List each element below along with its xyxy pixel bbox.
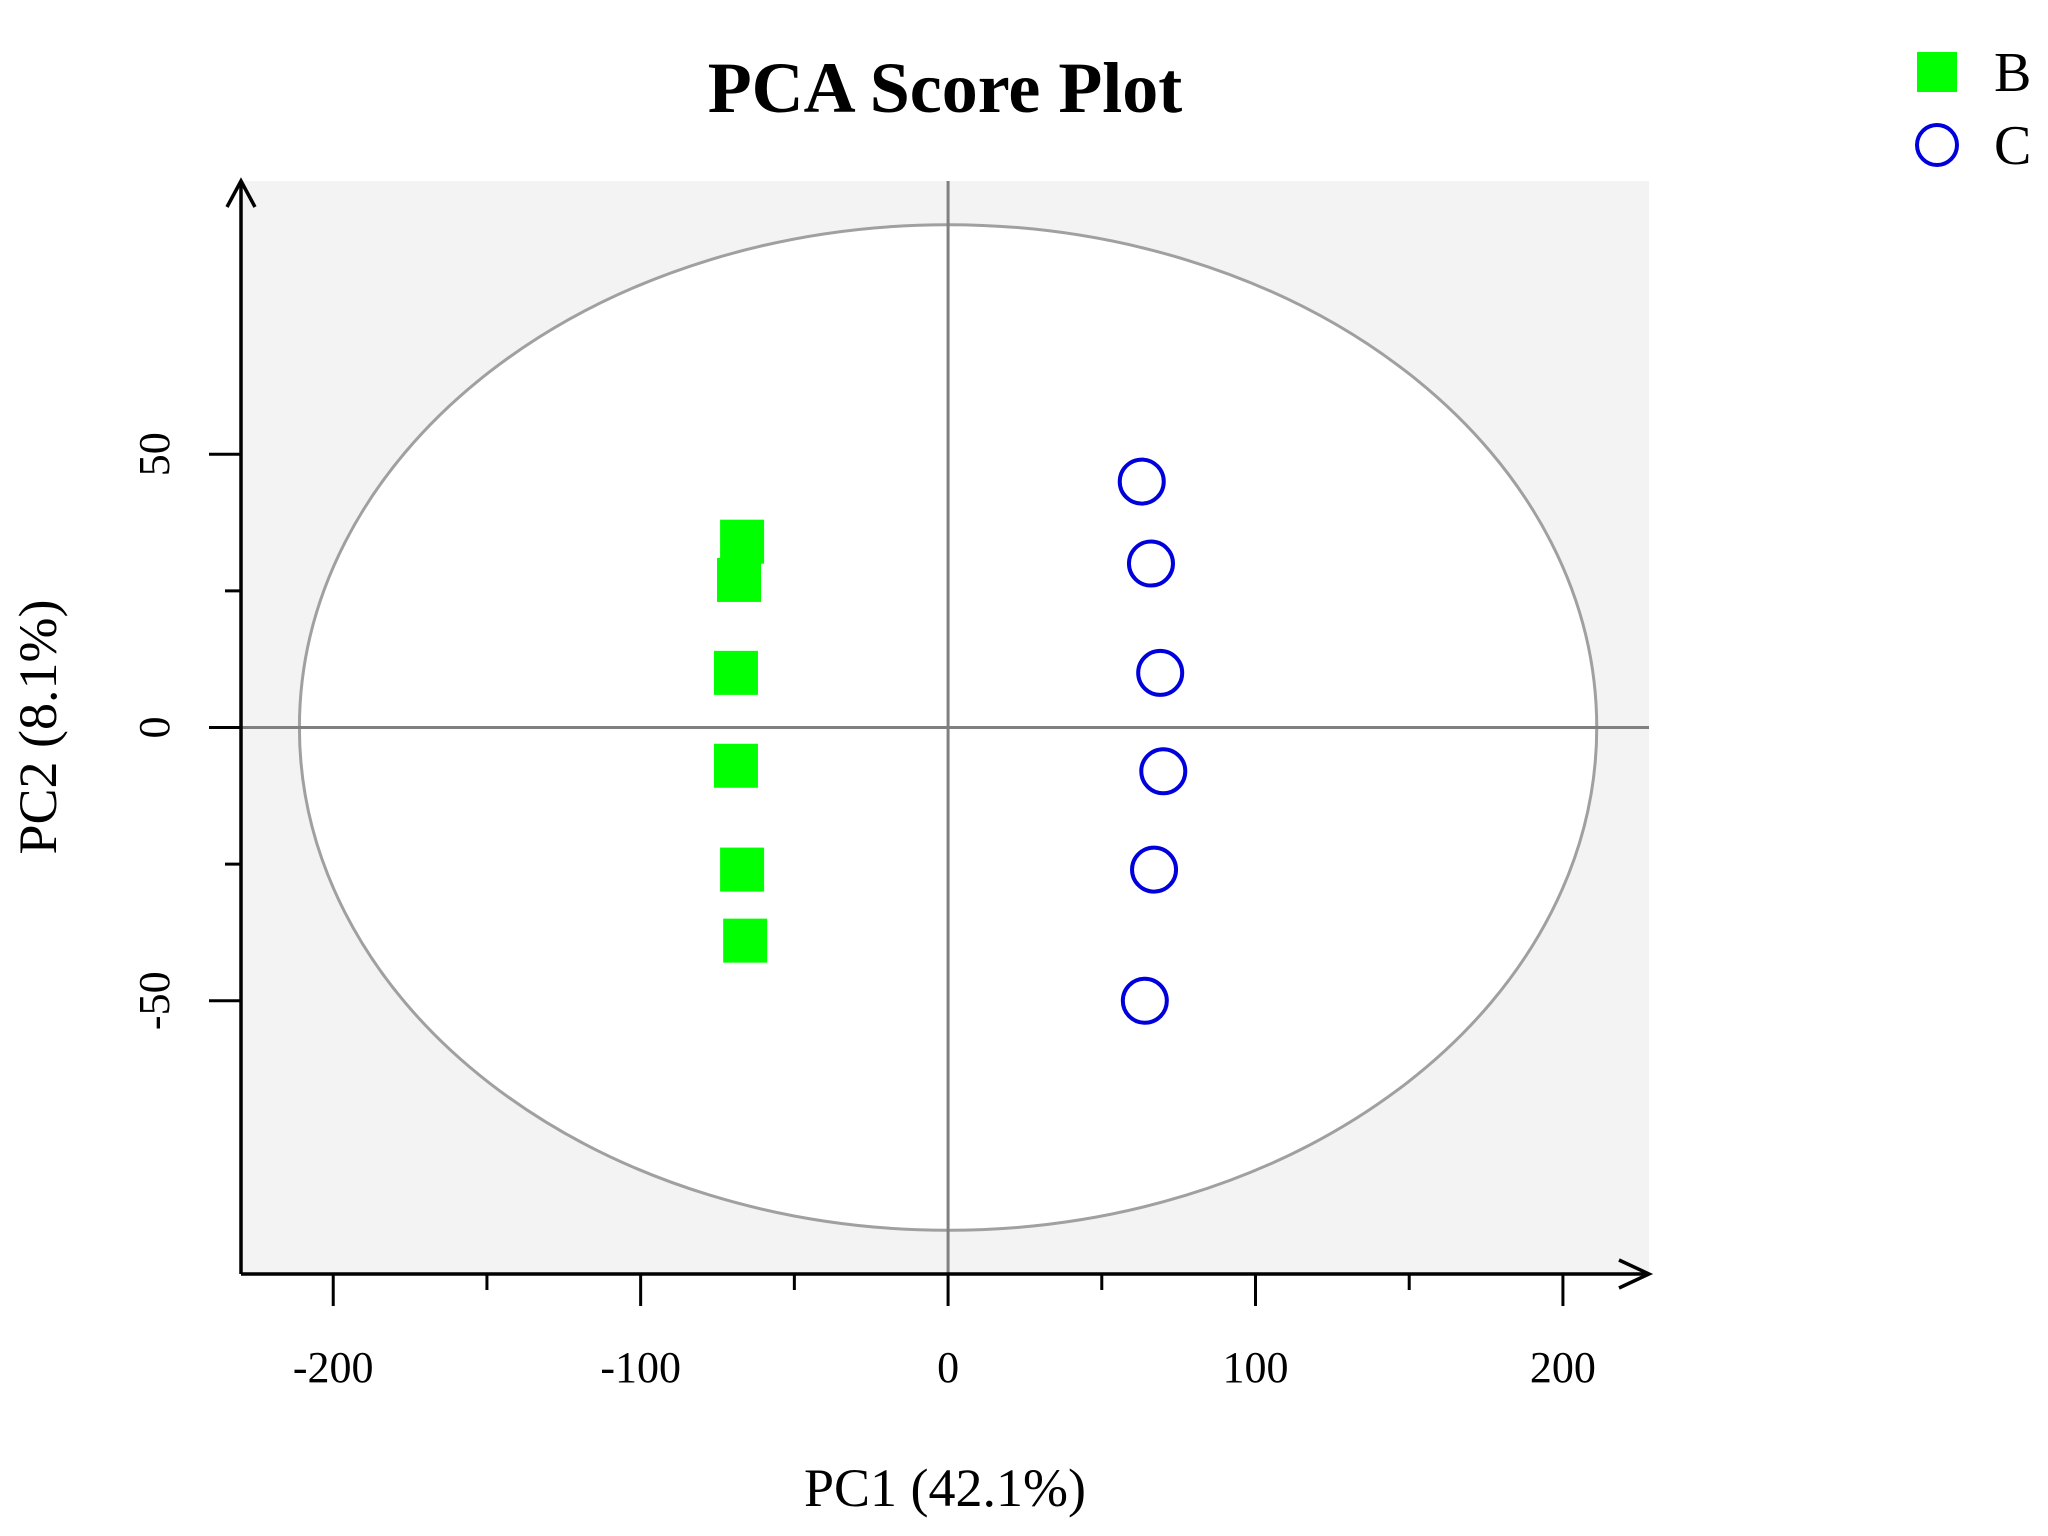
point-c [1126, 539, 1175, 588]
legend-marker-c [1915, 123, 1959, 167]
point-c [1136, 648, 1185, 697]
legend-label-c: C [1994, 115, 2031, 177]
legend-label-b: B [1994, 42, 2031, 104]
x-tick-label: -100 [600, 1343, 681, 1392]
y-tick-label: 0 [130, 717, 179, 739]
x-tick-label: 200 [1530, 1343, 1596, 1392]
point-c [1120, 976, 1169, 1025]
x-tick-label: -200 [293, 1343, 374, 1392]
x-tick-label: 0 [937, 1343, 959, 1392]
y-axis-title: PC2 (8.1%) [8, 600, 68, 855]
point-b [713, 743, 758, 788]
point-c [1139, 747, 1188, 796]
legend: B C [1915, 42, 2031, 177]
y-tick-label: 50 [130, 432, 179, 476]
point-c [1117, 457, 1166, 506]
y-tick-label: -50 [130, 971, 179, 1030]
point-b [720, 519, 765, 564]
point-b [713, 650, 758, 695]
point-b [720, 847, 765, 892]
legend-marker-b [1917, 52, 1957, 92]
x-axis-arrow [1618, 1258, 1654, 1290]
x-axis-title: PC1 (42.1%) [804, 1458, 1086, 1518]
point-c [1130, 845, 1179, 894]
x-tick-label: 100 [1222, 1343, 1288, 1392]
point-b [717, 557, 762, 602]
y-axis-arrow [225, 177, 257, 208]
point-b [723, 918, 768, 963]
chart-title: PCA Score Plot [708, 48, 1183, 128]
